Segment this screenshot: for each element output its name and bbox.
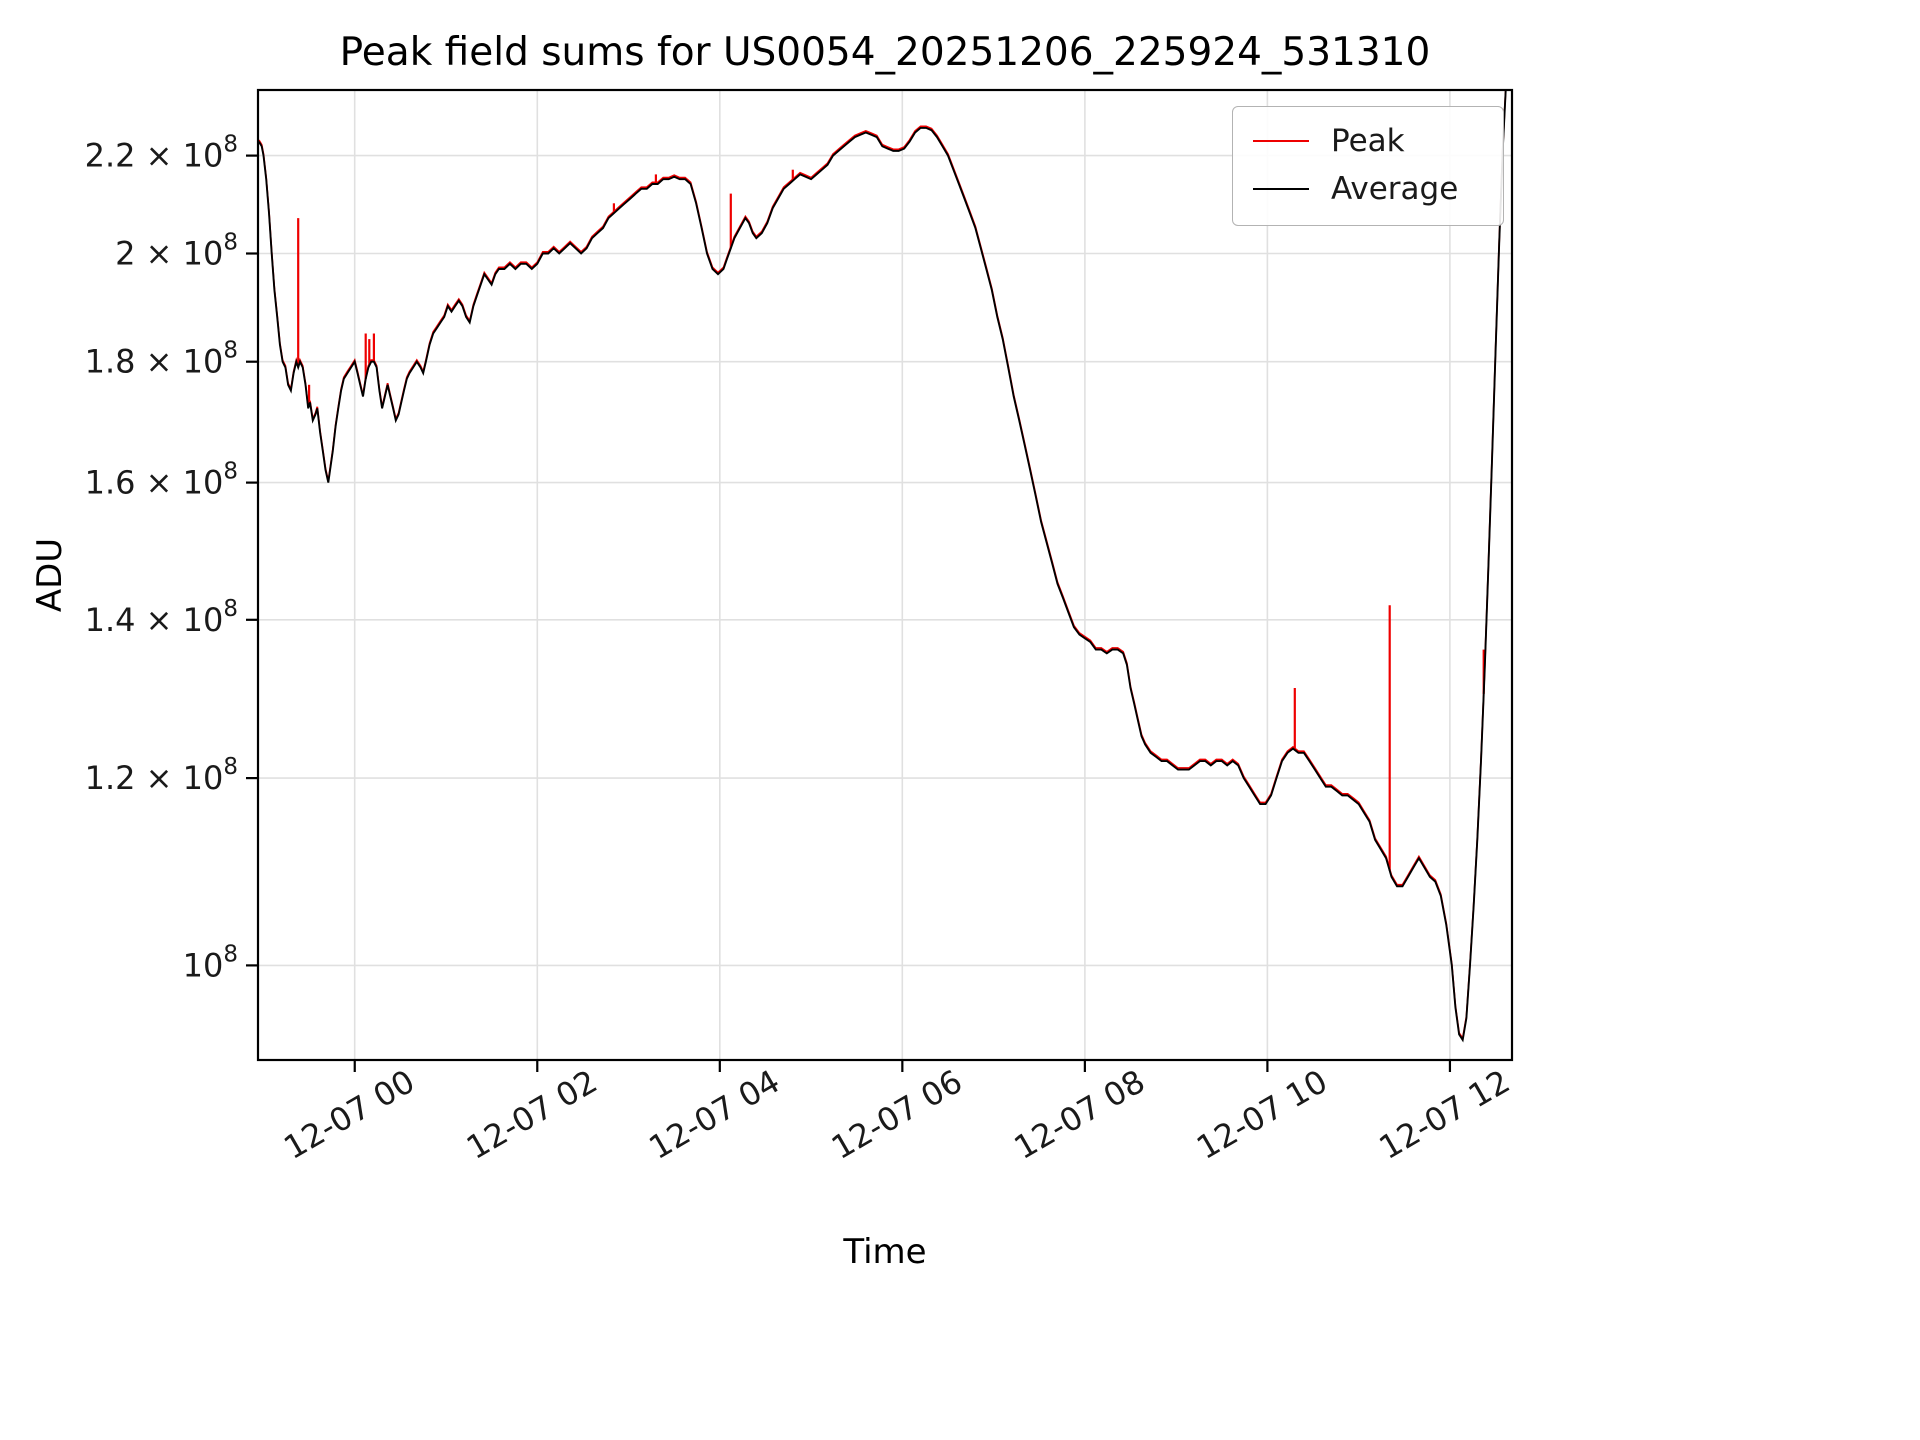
y-tick-label: 1.2 × 108 [85,754,238,797]
legend-item-peak: Peak [1233,117,1503,165]
y-axis-label: ADU [30,537,70,613]
x-tick-label: 12-07 12 [1373,1062,1517,1167]
legend-label-peak: Peak [1331,123,1405,159]
y-tick-label: 108 [183,941,238,984]
x-tick-label: 12-07 10 [1190,1062,1334,1167]
y-tick-label: 1.8 × 108 [85,338,238,381]
y-tick-label: 1.4 × 108 [85,596,238,639]
legend-item-average: Average [1233,165,1503,213]
legend: Peak Average [1232,106,1504,226]
y-tick-label: 1.6 × 108 [85,459,238,502]
chart-title: Peak field sums for US0054_20251206_2259… [339,30,1431,75]
x-tick-label: 12-07 06 [825,1062,969,1167]
x-tick-label: 12-07 02 [460,1062,604,1167]
average-line-sample [1253,188,1309,190]
x-tick-label: 12-07 04 [643,1062,787,1167]
x-tick-label: 12-07 08 [1008,1062,1152,1167]
x-tick-label: 12-07 00 [277,1062,421,1167]
legend-label-average: Average [1331,171,1459,207]
peak-line-sample [1253,140,1309,142]
y-tick-label: 2.2 × 108 [85,132,238,175]
plot-border [256,88,1514,1062]
y-tick-label: 2 × 108 [115,230,238,273]
average-line [258,90,1507,1043]
x-axis-label: Time [843,1232,927,1272]
